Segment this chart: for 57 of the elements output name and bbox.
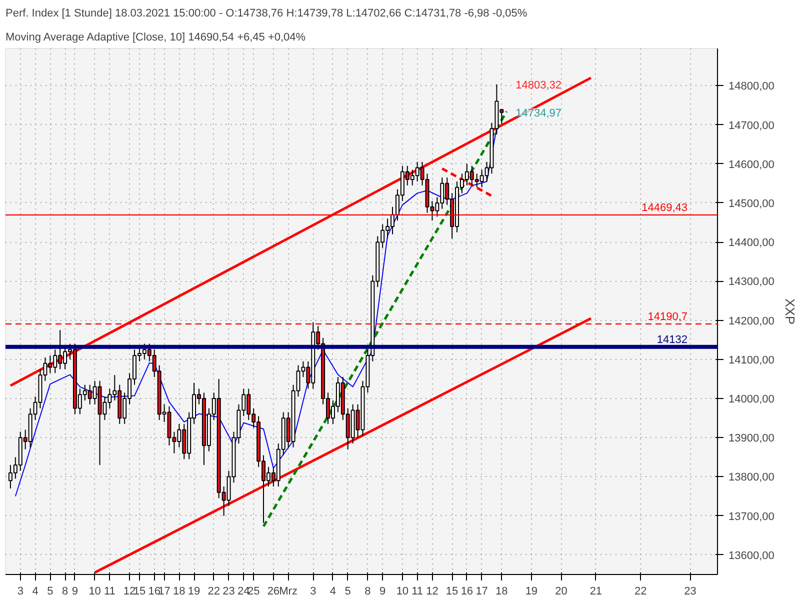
x-tick-label: 10 (396, 586, 409, 598)
x-tick-label: 24 (238, 586, 250, 598)
annotation: 14803,32 (516, 79, 562, 92)
y-tick-label: 14100,00 (728, 354, 774, 366)
x-tick-label: 4 (330, 586, 336, 598)
x-tick-label: 11 (104, 586, 116, 598)
y-tick-label: 14500,00 (728, 198, 774, 210)
y-tick-label: 14200,00 (728, 315, 774, 328)
ref-line-label: 14469,43 (642, 202, 688, 214)
y-tick-label: 13900,00 (728, 432, 774, 445)
x-tick-label: 9 (72, 586, 78, 598)
y-tick-label: 13800,00 (728, 472, 774, 484)
y-tick-label: 13700,00 (728, 510, 774, 523)
x-tick-label: 12 (426, 586, 438, 598)
x-tick-label: 8 (62, 586, 68, 598)
ref-line-label: 14132 (656, 334, 688, 346)
x-tick-label: 25 (247, 586, 260, 598)
x-tick-label: 19 (188, 586, 200, 598)
x-tick-label: 20 (555, 586, 568, 598)
chart-title: Perf. Index [1 Stunde] 18.03.2021 15:00:00 - O:14738,76 H:14739,78 L:14702,66 C:14731,78 -6,98 -0,05% (6, 8, 528, 20)
x-tick-label: 23 (222, 586, 235, 598)
x-tick-label: 21 (590, 586, 602, 598)
x-tick-label: 22 (208, 586, 220, 598)
y-tick-label: 14300,00 (728, 276, 774, 288)
y-tick-label: 14400,00 (728, 237, 774, 250)
x-tick-label: Mrz (279, 586, 298, 598)
x-tick-label: 8 (364, 586, 371, 598)
y-tick-label: 13600,00 (728, 550, 774, 562)
y-tick-label: 14000,00 (728, 394, 774, 406)
x-tick-label: 15 (133, 586, 146, 598)
x-tick-label: 9 (380, 586, 386, 598)
x-tick-label: 16 (148, 586, 160, 598)
x-tick-label: 15 (446, 586, 458, 598)
annotation: 14734,97 (516, 107, 562, 120)
chart-subtitle: Moving Average Adaptive [Close, 10] 14690,54 +6,45 +0,04% (6, 32, 306, 44)
x-tick-label: 23 (684, 586, 696, 598)
x-tick-label: 12 (123, 586, 136, 598)
x-tick-label: 3 (310, 586, 316, 598)
x-tick-label: 11 (412, 586, 424, 598)
y-axis-title: XXP (782, 298, 798, 325)
x-tick-label: 18 (173, 586, 186, 598)
x-tick-label: 19 (525, 586, 538, 598)
x-tick-label: 3 (17, 586, 24, 598)
x-tick-label: 26 (267, 586, 280, 598)
ref-line-label: 14190,7 (648, 310, 688, 323)
x-tick-label: 5 (47, 586, 54, 598)
x-tick-label: 17 (476, 586, 488, 598)
x-tick-label: 17 (158, 586, 170, 598)
x-tick-label: 16 (460, 586, 474, 598)
x-tick-label: 22 (634, 586, 647, 598)
y-tick-label: 14800,00 (728, 80, 774, 93)
y-tick-label: 14700,00 (728, 120, 774, 132)
x-tick-label: 18 (496, 586, 508, 598)
x-tick-label: 4 (32, 586, 38, 598)
y-tick-label: 14600,00 (728, 158, 774, 171)
x-tick-label: 5 (344, 586, 351, 598)
x-tick-label: 10 (88, 586, 101, 598)
